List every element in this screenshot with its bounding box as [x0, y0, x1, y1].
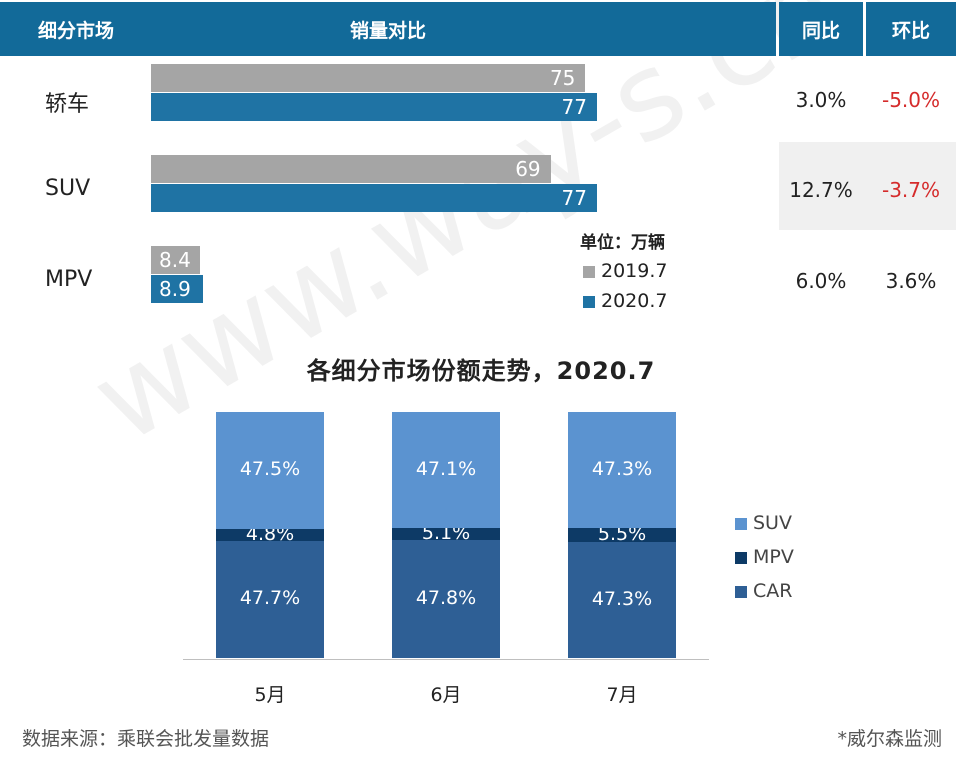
- bar-2020-7-2: 8.9: [151, 275, 203, 303]
- bar-2019-7-1: 69: [151, 155, 551, 183]
- legend-swatch-suv: [735, 517, 747, 530]
- legend-swatch-2020: [583, 295, 595, 308]
- legend-item-2020: 2020.7: [583, 290, 667, 312]
- stack-segment-car: [216, 540, 324, 658]
- legend-label-car: CAR: [753, 580, 793, 602]
- yoy-column-header: 同比: [779, 2, 863, 56]
- legend-label-2020: 2020.7: [601, 290, 668, 312]
- stack-segment-suv: [392, 412, 500, 528]
- mom-header-label: 环比: [891, 19, 930, 42]
- x-tick-label: 5月: [254, 684, 286, 706]
- legend-label-suv: SUV: [753, 512, 792, 534]
- stack-segment-suv: [568, 411, 676, 529]
- segment-label-car: 47.3%: [591, 587, 653, 610]
- segment-label-mpv: 5.5%: [597, 522, 647, 545]
- x-tick-label: 6月: [430, 684, 462, 706]
- monitor-note: *威尔森监测: [837, 728, 942, 750]
- segment-column-header: 细分市场: [38, 19, 115, 42]
- yoy-value: 12.7%: [789, 178, 853, 202]
- yoy-value: 6.0%: [795, 269, 847, 293]
- mom-value: 3.6%: [885, 269, 937, 293]
- legend-label-mpv: MPV: [753, 546, 794, 568]
- yoy-value: 3.0%: [795, 88, 847, 112]
- legend-item-mpv: MPV: [735, 546, 794, 568]
- legend-item-2019: 2019.7: [583, 260, 667, 282]
- stack-segment-suv: [216, 412, 324, 529]
- segment-label-car: 47.7%: [239, 587, 301, 610]
- segment-label-car: 47.8%: [415, 587, 477, 610]
- stack-segment-mpv: [216, 528, 324, 541]
- stack-segment-mpv: [568, 528, 676, 542]
- suv-row-shade: [779, 142, 956, 230]
- stack-segment-car: [568, 541, 676, 658]
- legend-item-car: CAR: [735, 580, 792, 602]
- x-axis-line: [183, 659, 709, 660]
- bar-2020-7-0: 77: [151, 93, 597, 121]
- share-chart-title: 各细分市场份额走势，2020.7: [306, 357, 656, 385]
- segment-label-suv: 47.1%: [415, 457, 477, 480]
- x-tick-label: 7月: [606, 684, 638, 706]
- bar-2020-7-1: 77: [151, 184, 597, 212]
- legend-swatch-mpv: [735, 551, 747, 564]
- mom-value: -5.0%: [881, 88, 941, 112]
- stack-segment-car: [392, 540, 500, 658]
- mom-value: -3.7%: [881, 178, 941, 202]
- data-source-note: 数据来源：乘联会批发量数据: [22, 728, 270, 750]
- table-header: 细分市场 销量对比: [0, 2, 776, 56]
- legend-swatch-2019: [583, 265, 595, 278]
- unit-label: 单位：万辆: [580, 233, 665, 253]
- stack-segment-mpv: [392, 527, 500, 541]
- compare-column-header: 销量对比: [349, 19, 426, 42]
- legend-item-suv: SUV: [735, 512, 792, 534]
- bar-2019-7-2: 8.4: [151, 246, 200, 274]
- mom-column-header: 环比: [866, 2, 956, 56]
- legend-label-2019: 2019.7: [601, 260, 668, 282]
- category-label: SUV: [45, 176, 91, 201]
- segment-label-suv: 47.5%: [239, 458, 301, 481]
- category-label: MPV: [45, 267, 93, 292]
- yoy-header-label: 同比: [801, 19, 840, 42]
- segment-label-suv: 47.3%: [591, 457, 653, 480]
- category-label: 轿车: [45, 92, 90, 117]
- bar-2019-7-0: 75: [151, 64, 586, 92]
- legend-swatch-car: [735, 585, 747, 598]
